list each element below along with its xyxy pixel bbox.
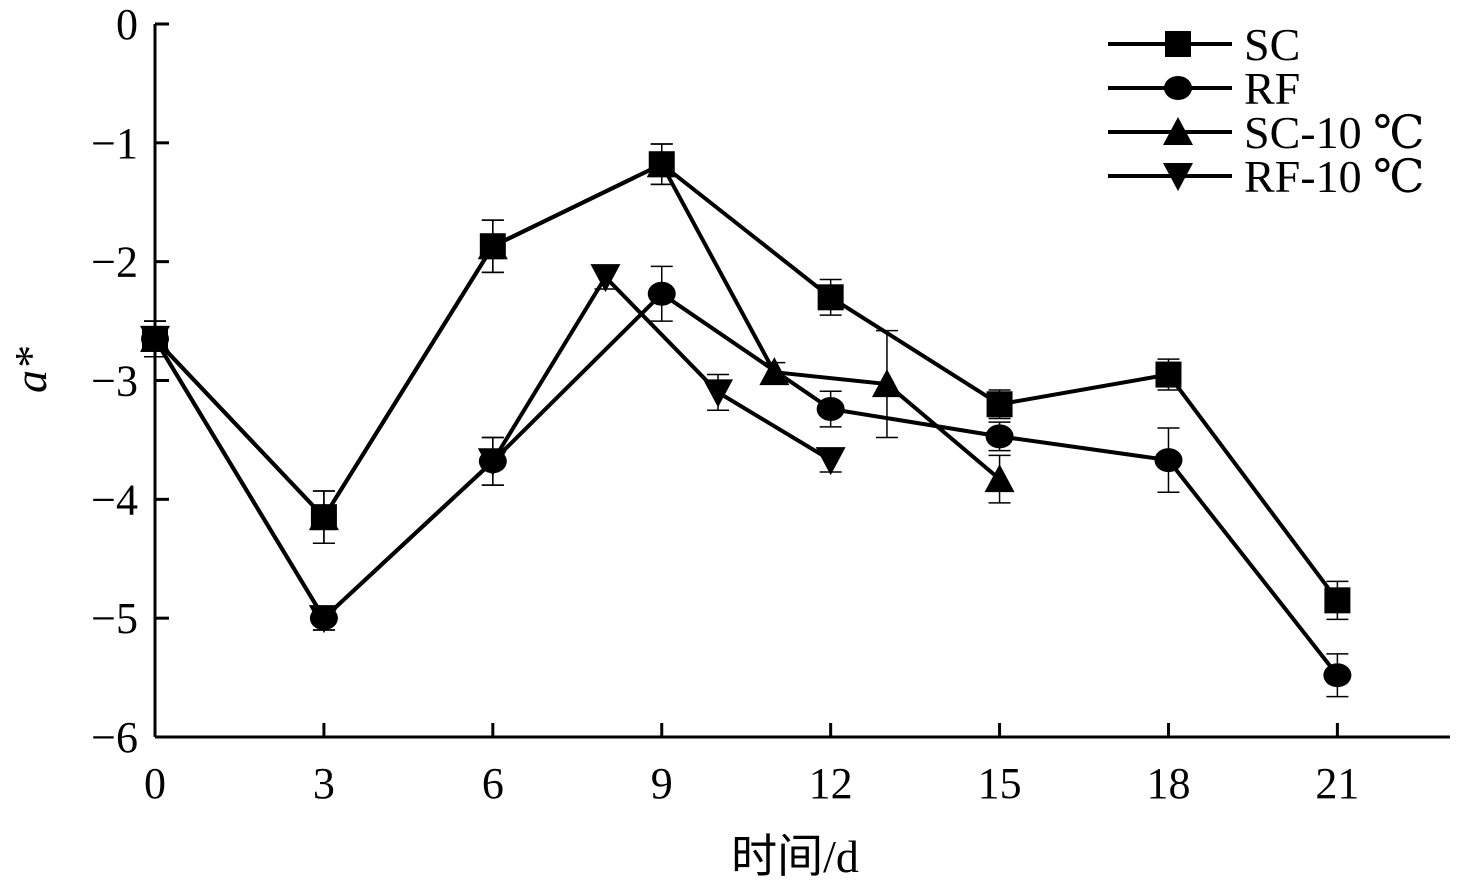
data-point [647,281,676,306]
y-tick-label: −6 [91,713,138,762]
data-point [1324,587,1351,614]
series-line [153,273,832,622]
y-tick-label: −1 [91,119,138,168]
data-point [140,325,170,354]
y-tick-label: −5 [91,594,138,643]
data-point [871,369,902,398]
data-point [308,605,339,634]
series-3 [140,264,846,634]
legend-marker [1164,76,1192,100]
x-tick-label: 12 [809,759,853,808]
y-tick-label: −4 [91,475,138,524]
series-0 [142,143,1351,621]
legend-label: SC-10 ℃ [1244,107,1425,158]
data-point [1323,663,1352,688]
legend-marker [1163,163,1193,191]
legend-item: SC-10 ℃ [1108,107,1425,158]
x-tick-label: 9 [651,759,673,808]
x-tick-label: 3 [313,759,335,808]
legend-item: RF-10 ℃ [1108,151,1425,202]
data-point [477,448,508,477]
series-1 [141,265,1352,698]
data-point [815,447,846,476]
series-line [153,161,1001,521]
data-point [1154,448,1183,473]
data-point [986,391,1013,418]
x-tick-label: 18 [1146,759,1190,808]
legend-item: SC [1108,19,1300,70]
legend-label: RF [1244,63,1300,114]
data-point [817,284,844,311]
data-point [308,502,339,531]
x-tick-label: 6 [482,759,504,808]
legend-item: RF [1108,63,1300,114]
series-layer [140,143,1352,698]
data-point [1155,361,1182,388]
y-axis-title: a* [5,347,56,393]
legend-label: RF-10 ℃ [1244,151,1425,202]
x-axis-title: 时间/d [731,831,859,881]
ticks: 0 3 6 9 12 15 18 21 0 −1 −2 −3 −4 −5 −6 [91,0,1359,808]
legend-marker [1163,117,1193,145]
data-point [985,424,1014,449]
series-2 [140,143,1015,545]
y-tick-label: −3 [91,357,138,406]
data-point [477,231,508,260]
legend-marker [1165,31,1191,57]
x-tick-label: 15 [978,759,1022,808]
data-point [759,357,790,386]
y-tick-label: −2 [91,238,138,287]
data-point [703,379,734,408]
data-point [984,464,1015,493]
data-point [590,264,621,293]
data-point [646,149,677,178]
legend-label: SC [1244,19,1300,70]
x-tick-label: 0 [144,759,166,808]
y-tick-label: 0 [116,0,138,49]
x-tick-label: 21 [1315,759,1359,808]
data-point [816,397,845,422]
